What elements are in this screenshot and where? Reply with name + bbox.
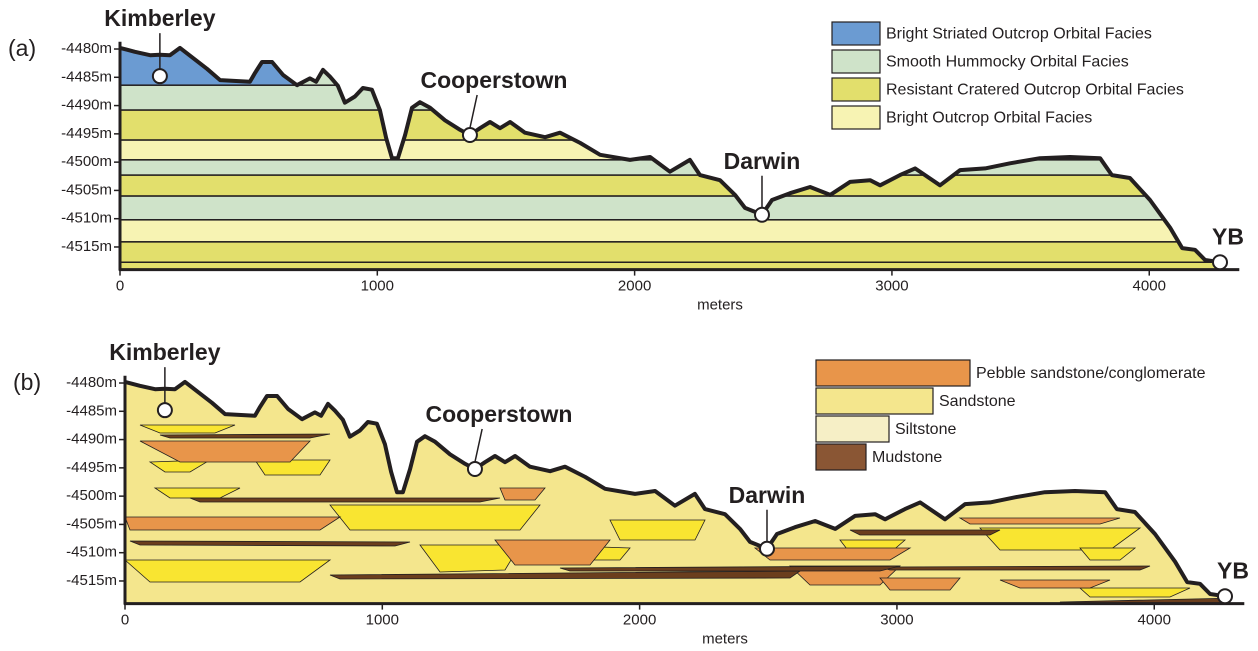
y-tick-label: -4505m [66, 515, 117, 532]
site-label: Cooperstown [420, 67, 567, 93]
figure: -4480m -4485m -4490m -4495m -4500m -4505m -451… [0, 0, 1258, 651]
legend-label: Bright Outcrop Orbital Facies [886, 110, 1092, 127]
x-tick-label: 4000 [1138, 612, 1171, 629]
x-tick-label: 1000 [366, 612, 399, 629]
panel: -4480m -4485m -4490m -4495m -4500m -4505m -451… [8, 5, 1244, 313]
legend-label: Pebble sandstone/conglomerate [976, 365, 1206, 382]
site-marker [158, 403, 172, 417]
y-tick-label: -4515m [66, 572, 117, 589]
legend-label: Smooth Hummocky Orbital Facies [886, 54, 1129, 71]
leader [475, 429, 482, 462]
x-tick-label: 2000 [623, 612, 656, 629]
legend-swatch [816, 444, 866, 470]
legend-swatch [832, 78, 880, 101]
y-tick-label: -4480m [61, 40, 112, 57]
site-label: Kimberley [109, 339, 220, 365]
site-label: Darwin [729, 482, 806, 508]
site-marker [153, 69, 167, 83]
legend-swatch [832, 50, 880, 73]
site-marker [760, 542, 774, 556]
section-body [120, 38, 1239, 270]
y-tick-label: -4515m [61, 238, 112, 255]
x-tick-label: 4000 [1133, 278, 1166, 295]
site-label: YB [1212, 223, 1244, 249]
x-axis-label: meters [697, 297, 743, 314]
panel: -4480m -4485m -4490m -4495m -4500m -4505m -451… [13, 339, 1249, 647]
site-marker [1218, 589, 1232, 603]
y-tick-label: -4485m [61, 68, 112, 85]
legend-swatch [816, 416, 889, 442]
legend-label: Resistant Cratered Outcrop Orbital Facie… [886, 82, 1184, 99]
facies-layer [120, 196, 1239, 220]
legend-label: Mudstone [872, 449, 942, 466]
y-tick-label: -4510m [61, 210, 112, 227]
y-tick-label: -4510m [66, 544, 117, 561]
site-marker [463, 128, 477, 142]
x-axis-label: meters [702, 631, 748, 648]
panel-label: (a) [8, 35, 36, 61]
site-marker [1213, 255, 1227, 269]
legend-label: Sandstone [939, 393, 1016, 410]
y-tick-label: -4480m [66, 374, 117, 391]
facies-layer [120, 220, 1239, 242]
y-tick-label: -4505m [61, 181, 112, 198]
panel-label: (b) [13, 369, 41, 395]
y-tick-label: -4485m [66, 402, 117, 419]
site-label: YB [1217, 557, 1249, 583]
legend-swatch [816, 360, 970, 386]
legend-label: Bright Striated Outcrop Orbital Facies [886, 26, 1152, 43]
legend-swatch [816, 388, 933, 414]
y-tick-label: -4500m [66, 487, 117, 504]
y-tick-label: -4490m [61, 97, 112, 114]
legend-label: Siltstone [895, 421, 956, 438]
legend-swatch [832, 106, 880, 129]
site-marker [468, 462, 482, 476]
site-marker [755, 208, 769, 222]
x-tick-label: 1000 [361, 278, 394, 295]
x-tick-label: 2000 [618, 278, 651, 295]
leader [470, 95, 477, 128]
x-tick-label: 0 [121, 612, 129, 629]
y-tick-label: -4500m [61, 153, 112, 170]
legend-swatch [832, 22, 880, 45]
x-tick-label: 0 [116, 278, 124, 295]
site-label: Kimberley [104, 5, 215, 31]
x-tick-label: 3000 [880, 612, 913, 629]
site-label: Darwin [724, 148, 801, 174]
y-tick-label: -4495m [66, 459, 117, 476]
y-tick-label: -4490m [66, 431, 117, 448]
facies-layer [120, 242, 1239, 262]
site-label: Cooperstown [425, 401, 572, 427]
y-tick-label: -4495m [61, 125, 112, 142]
x-tick-label: 3000 [875, 278, 908, 295]
facies-layer [120, 175, 1239, 196]
